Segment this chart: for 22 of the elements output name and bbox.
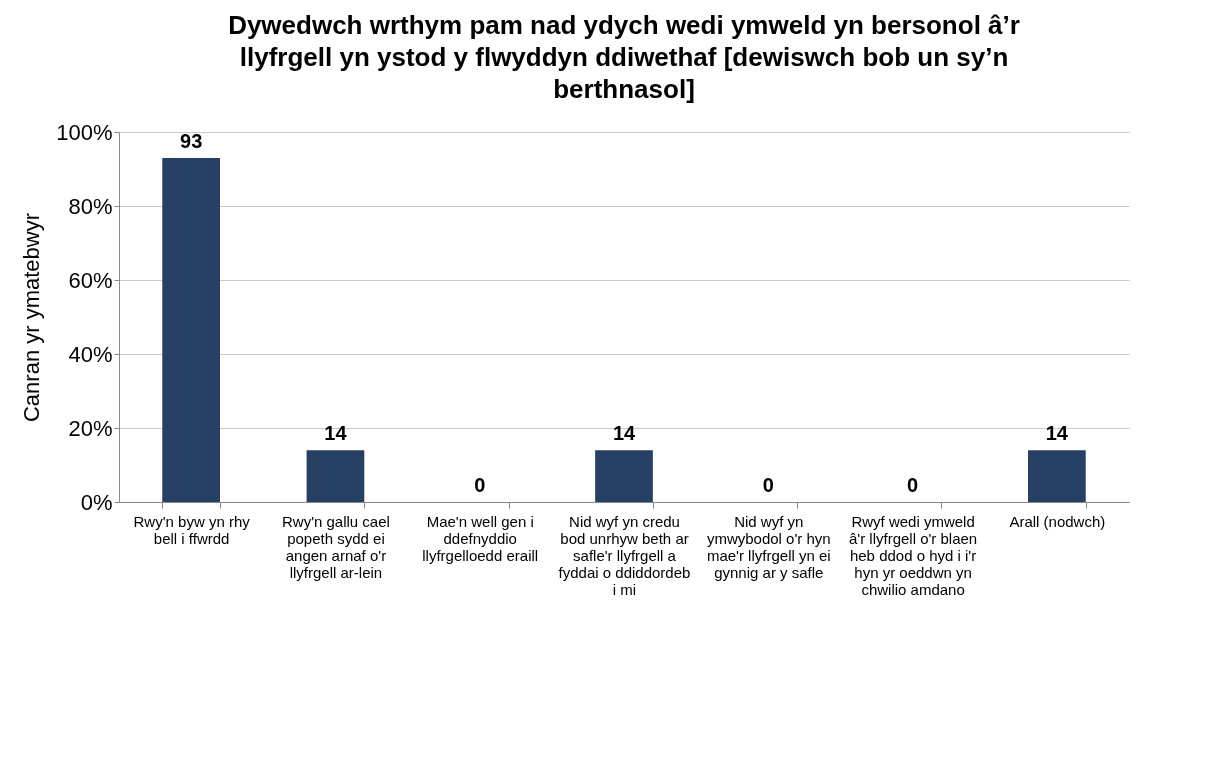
y-tick-label: 80% xyxy=(68,193,113,219)
x-tick-label: Mae'n well gen i ddefnyddio llyfrgelloedd eraill xyxy=(422,512,539,564)
data-label: 93 xyxy=(180,129,203,152)
data-label: 14 xyxy=(324,422,348,445)
x-tick-label: Rwyf wedi ymweld â'r llyfrgell o'r blaen heb ddod o hyd i i'r hyn yr oeddwn yn chwilio amdano xyxy=(848,512,978,598)
y-tick-label: 100% xyxy=(56,119,113,145)
x-tick-label: Arall (nodwch) xyxy=(1009,512,1106,530)
y-axis-title: Canran yr ymatebwyr xyxy=(19,212,45,423)
chart-title: Dywedwch wrthym pam nad ydych wedi ymweld yn bersonol â’r llyfrgell yn ystod y flwyddyn ddiwethaf [dewiswch bob un sy’n berthnasol] xyxy=(228,10,1020,104)
data-label: 14 xyxy=(1045,422,1069,445)
data-label: 0 xyxy=(762,474,774,496)
y-tick-label: 60% xyxy=(68,267,113,293)
x-tick-label: Rwy'n gallu cael popeth sydd ei angen arnaf o'r llyfrgell ar-lein xyxy=(281,512,390,581)
x-tick-label: Rwy'n byw yn rhy bell i ffwrdd xyxy=(133,512,251,547)
x-tick-label: Nid wyf yn credu bod unrhyw beth ar safle'r llyfrgell a fyddai o ddiddordeb i mi xyxy=(558,512,691,598)
y-tick-label: 40% xyxy=(68,341,113,367)
y-tick-label: 0% xyxy=(80,489,113,515)
y-tick-label: 20% xyxy=(68,415,113,441)
data-label: 0 xyxy=(474,474,486,496)
x-tick-label: Nid wyf yn ymwybodol o'r hyn mae'r llyfrgell yn ei gynnig ar y safle xyxy=(706,512,831,581)
data-label: 14 xyxy=(612,422,636,445)
data-label: 0 xyxy=(907,474,919,496)
